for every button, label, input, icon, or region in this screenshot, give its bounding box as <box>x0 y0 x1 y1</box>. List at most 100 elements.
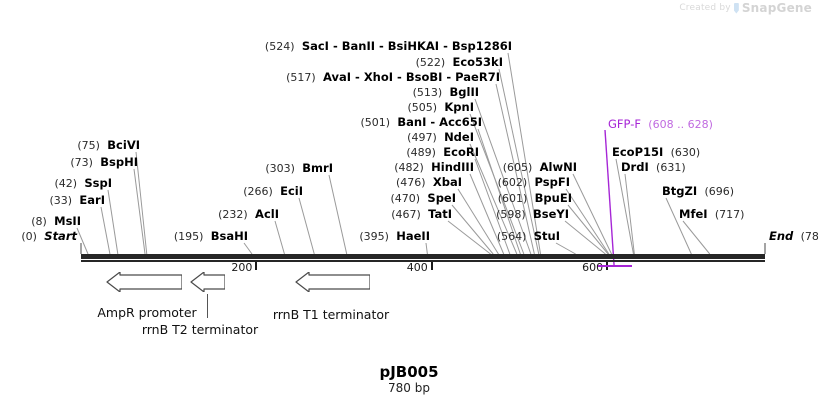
site-position: (524) <box>264 40 295 53</box>
restriction-site-label: (522) Eco53kI <box>416 56 503 69</box>
restriction-site-label: (513) BglII <box>413 86 479 99</box>
restriction-site-label: (602) PspFI <box>498 176 570 189</box>
enzyme-name: AvaI <box>323 70 352 84</box>
site-position: (501) <box>360 116 391 129</box>
site-position: (195) <box>173 230 204 243</box>
feature-arrow <box>190 271 226 296</box>
restriction-site-label: EcoP15I (630) <box>612 146 700 159</box>
site-position: (73) <box>70 156 93 169</box>
ruler-tick <box>255 262 258 270</box>
ruler-tick-label: 200 <box>231 261 253 274</box>
enzyme-name: StuI <box>533 229 560 243</box>
restriction-site-label: (467) TatI <box>391 208 452 221</box>
enzyme-name: Bsp1286I <box>451 39 512 53</box>
enzyme-name: Eco53kI <box>452 55 503 69</box>
watermark-prefix: Created by <box>679 3 731 13</box>
feature-label: rrnB T2 terminator <box>141 322 259 337</box>
ruler-tick-label: 600 <box>582 261 604 274</box>
enzyme-name: EciI <box>280 184 303 198</box>
restriction-site-label: (195) BsaHI <box>174 230 248 243</box>
plasmid-length: 780 bp <box>388 381 430 395</box>
restriction-site-label: (476) XbaI <box>396 176 462 189</box>
enzyme-name: Acc65I <box>439 115 482 129</box>
site-position: (517) <box>286 71 316 84</box>
enzyme-name: TatI <box>428 207 452 221</box>
restriction-site-label: MfeI (717) <box>679 208 744 221</box>
restriction-site-label: (489) EcoRI <box>406 146 479 159</box>
site-position: (564) <box>496 230 527 243</box>
restriction-site-label: (482) HindIII <box>394 161 474 174</box>
enzyme-name: HindIII <box>431 160 474 174</box>
primer-range: (608 .. 628) <box>648 118 713 131</box>
site-position: (395) <box>359 230 389 243</box>
snapgene-logo-icon <box>733 2 739 14</box>
site-position: (513) <box>412 86 443 99</box>
enzyme-name: BspHI <box>100 155 138 169</box>
restriction-site-label: (75) BciVI <box>77 139 140 152</box>
site-position: (602) <box>497 176 528 189</box>
gfp-f-primer-mark <box>598 265 632 267</box>
gfp-f-primer-label: GFP-F (608 .. 628) <box>608 118 713 131</box>
site-position: (303) <box>265 162 295 175</box>
site-position: (696) <box>704 185 735 198</box>
backbone-bar-bottom <box>81 260 765 262</box>
restriction-site-label: (232) AclI <box>218 208 279 221</box>
enzyme-name: HaeII <box>396 229 430 243</box>
restriction-site-label: (73) BspHI <box>70 156 138 169</box>
enzyme-name: KpnI <box>444 100 474 114</box>
site-position: (33) <box>49 194 73 207</box>
site-position: (8) <box>31 215 47 228</box>
enzyme-name: AclI <box>255 207 279 221</box>
enzyme-name: BsoBI <box>405 70 443 84</box>
enzyme-name: MsII <box>54 214 81 228</box>
site-position: (75) <box>77 139 100 152</box>
terminal-position: (0) <box>21 230 37 243</box>
site-position: (598) <box>496 208 526 221</box>
enzyme-name: BtgZI <box>662 184 698 198</box>
enzyme-name: BanII <box>341 39 376 53</box>
site-position: (489) <box>406 146 436 159</box>
restriction-site-label: DrdI (631) <box>621 161 686 174</box>
enzyme-name: SpeI <box>427 191 456 205</box>
terminal-label: (0) Start <box>21 230 77 243</box>
enzyme-name: BciVI <box>107 138 140 152</box>
enzyme-name: BsiHKAI <box>387 39 440 53</box>
restriction-site-label: (605) AlwNI <box>503 161 577 174</box>
restriction-site-label: (8) MsII <box>31 215 81 228</box>
restriction-site-label: (470) SpeI <box>391 192 457 205</box>
restriction-site-label: (564) StuI <box>497 230 560 243</box>
enzyme-name: MfeI <box>679 207 708 221</box>
enzyme-name: NdeI <box>444 130 474 144</box>
enzyme-name: BsaHI <box>210 229 248 243</box>
enzyme-name: BmrI <box>302 161 333 175</box>
feature-label: AmpR promoter <box>97 305 197 320</box>
enzyme-name: EcoP15I <box>612 145 664 159</box>
feature-stem <box>207 294 208 318</box>
site-position: (470) <box>390 192 421 205</box>
ruler-tick <box>430 262 433 270</box>
restriction-site-label: (524) SacI - BanII - BsiHKAI - Bsp1286I <box>264 39 512 53</box>
feature-label: rrnB T1 terminator <box>272 307 390 322</box>
restriction-site-label: (517) AvaI - XhoI - BsoBI - PaeR7I <box>286 70 500 84</box>
page-title: pJB005 <box>379 363 439 381</box>
site-position: (631) <box>656 161 686 174</box>
restriction-site-label: (601) BpuEI <box>498 192 572 205</box>
arrow-left-icon <box>106 271 183 293</box>
terminal-position: (780) <box>800 230 818 243</box>
feature-arrow <box>295 271 371 296</box>
restriction-site-label: (42) SspI <box>54 177 112 190</box>
restriction-site-label: (395) HaeII <box>359 230 430 243</box>
restriction-site-label: (505) KpnI <box>407 101 474 114</box>
site-position: (232) <box>218 208 248 221</box>
enzyme-name: SacI <box>301 39 329 53</box>
snapgene-watermark: Created by SnapGene <box>679 1 812 15</box>
enzyme-name: BpuEI <box>534 191 572 205</box>
restriction-site-label: (266) EciI <box>243 185 303 198</box>
feature-arrow <box>106 271 183 296</box>
terminal-label: End (780) <box>769 230 818 243</box>
primer-name: GFP-F <box>608 117 641 131</box>
restriction-site-label: (497) NdeI <box>407 131 474 144</box>
site-position: (476) <box>395 176 426 189</box>
site-position: (717) <box>714 208 745 221</box>
